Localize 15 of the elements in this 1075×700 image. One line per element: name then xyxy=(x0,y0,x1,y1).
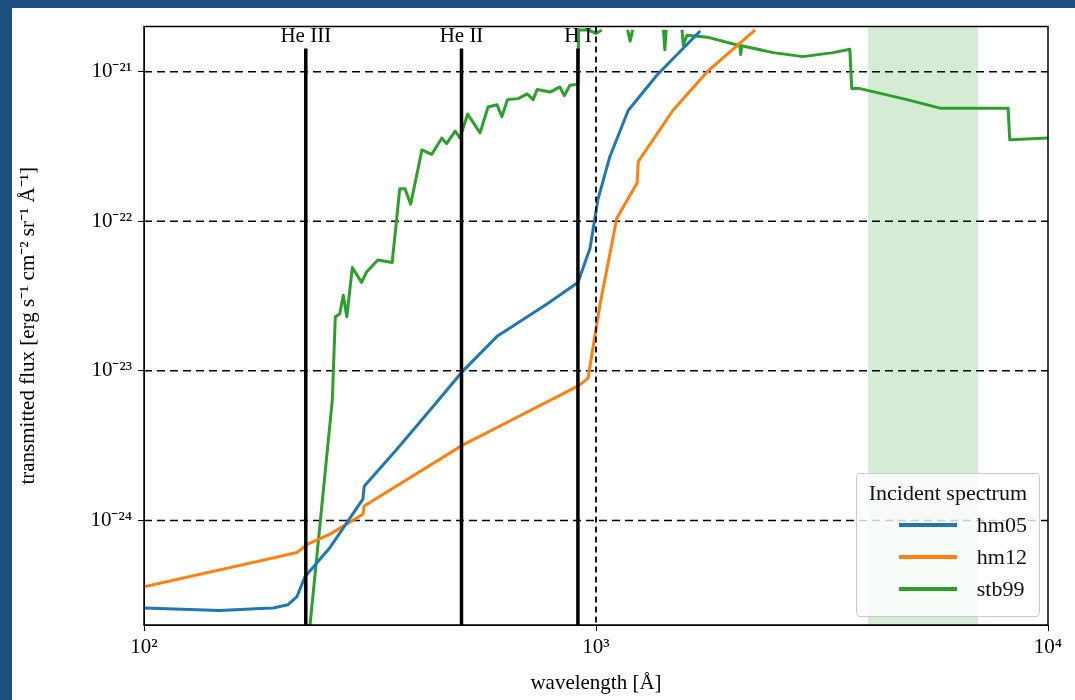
ref-line-label: He III xyxy=(280,22,332,47)
y-axis-title: transmitted flux [erg s⁻¹ cm⁻² sr⁻¹ Å⁻¹] xyxy=(15,167,40,485)
y-tick-label: 10⁻²¹ xyxy=(91,58,132,83)
y-tick-label: 10⁻²⁴ xyxy=(90,506,132,531)
x-tick-label: 10² xyxy=(130,634,158,659)
ref-line-label: He II xyxy=(439,22,484,47)
x-axis-title: wavelength [Å] xyxy=(530,669,662,694)
x-tick-label: 10⁴ xyxy=(1033,634,1063,659)
y-tick-label: 10⁻²² xyxy=(91,207,132,232)
y-tick-label: 10⁻²³ xyxy=(91,357,132,382)
legend-label: stb99 xyxy=(976,576,1025,602)
x-tick-label: 10³ xyxy=(582,634,610,659)
legend-title: Incident spectrum xyxy=(868,480,1027,506)
legend-label: hm12 xyxy=(976,544,1027,570)
legend-label: hm05 xyxy=(976,512,1027,538)
